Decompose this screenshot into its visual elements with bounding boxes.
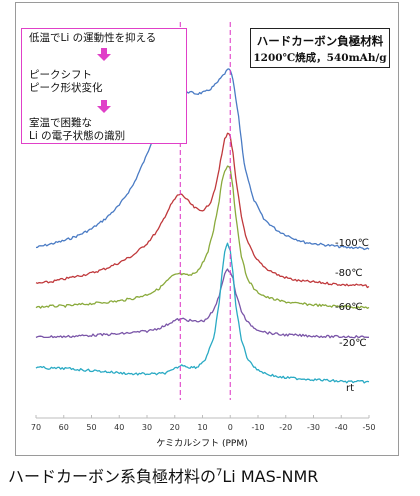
series-label-4: rt (346, 383, 354, 394)
annotation-line-5: Li の電子状態の識別 (29, 130, 126, 142)
annotation-line-4: 室温で困難な (29, 117, 92, 129)
x-tick-label-2: 50 (86, 423, 96, 432)
x-tick-label-10: -30 (307, 423, 320, 432)
x-tick-label-1: 60 (59, 423, 69, 432)
x-axis-title: ケミカルシフト (PPM) (156, 438, 247, 449)
annotation-box: 低温でLi の運動性を抑える ピークシフト ピーク形状変化 室温で困難な Li … (21, 28, 187, 144)
annotation-line-3: ピーク形状変化 (29, 82, 103, 94)
annotation-line-2: ピークシフト (29, 69, 92, 81)
series-line-0 (35, 68, 370, 251)
series-label-2: -60℃ (335, 302, 363, 313)
x-tick-label-6: 10 (197, 423, 207, 432)
x-tick-label-0: 70 (31, 423, 41, 432)
sample-label-box: ハードカーボン負極材料 1200℃焼成，540mAh/g (250, 28, 390, 68)
x-tick-label-5: 20 (170, 423, 180, 432)
series-label-1: -80℃ (335, 268, 363, 279)
caption-suffix: Li MAS-NMR (222, 467, 319, 486)
series-line-3 (35, 268, 369, 339)
x-tick-label-4: 30 (142, 423, 152, 432)
figure-caption: ハードカーボン系負極材料の7Li MAS-NMR (8, 463, 318, 487)
series-label-0: -100℃ (335, 238, 369, 249)
caption-mass-number: 7 (216, 467, 223, 479)
annotation-line-1: 低温でLi の運動性を抑える (29, 32, 157, 44)
series-line-4 (35, 242, 370, 384)
x-tick-label-9: -20 (279, 423, 292, 432)
x-tick-label-8: -10 (251, 423, 264, 432)
x-tick-label-7: 0 (228, 423, 233, 432)
sample-conditions: 1200℃焼成，540mAh/g (253, 52, 387, 64)
series-line-2 (35, 165, 370, 309)
x-tick-label-12: -50 (362, 423, 375, 432)
x-tick-label-3: 40 (114, 423, 124, 432)
x-tick-label-11: -40 (335, 423, 348, 432)
series-label-3: -20℃ (339, 338, 367, 349)
caption-prefix: ハードカーボン系負極材料の (8, 467, 217, 486)
series-line-1 (35, 132, 370, 289)
sample-material: ハードカーボン負極材料 (256, 34, 384, 48)
